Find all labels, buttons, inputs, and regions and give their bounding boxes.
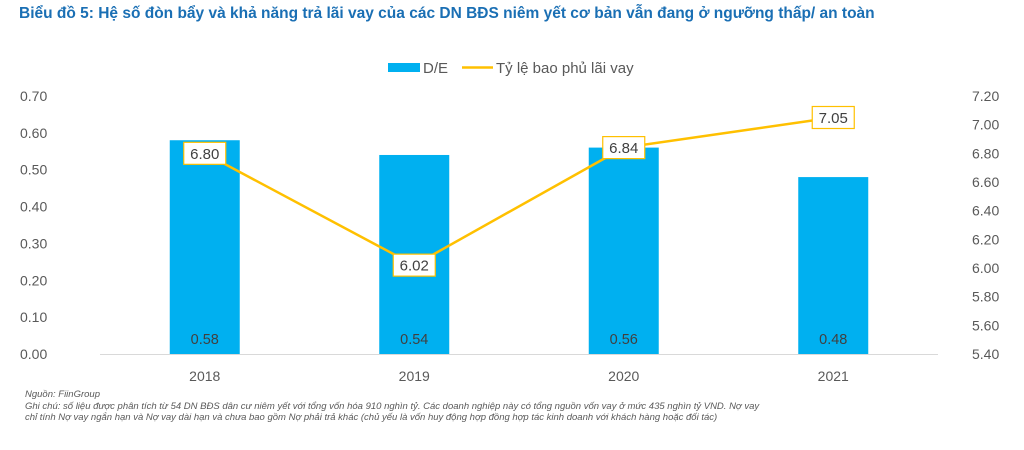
footnote-line-1: Ghi chú: số liệu được phân tích từ 54 DN… [25,400,760,412]
left-axis-tick-label: 0.60 [20,125,47,141]
line-data-label: 6.02 [400,258,429,275]
bar-de-2020 [588,147,659,354]
right-axis-tick-label: 7.20 [972,88,999,104]
right-axis-tick-label: 6.80 [972,145,999,161]
left-axis-tick-label: 0.40 [20,199,47,215]
bar-de-2021 [798,177,869,354]
legend-label-coverage: Tỷ lệ bao phủ lãi vay [496,60,634,77]
right-axis-tick-label: 6.00 [972,260,999,276]
bar-data-label: 0.48 [819,332,847,348]
line-data-label-box [602,136,646,160]
left-axis-tick-label: 0.20 [20,272,47,288]
right-axis-tick-label: 6.60 [972,174,999,190]
line-data-label-box [183,141,227,165]
bar-de-2018 [169,140,240,354]
left-axis-tick-label: 0.50 [20,162,47,178]
left-y-axis: 0.00 0.10 0.20 0.30 0.40 0.50 0.60 0.70 [20,88,47,362]
legend-swatch-de [388,63,420,72]
line-data-label: 6.80 [190,146,219,163]
legend-label-de: D/E [423,60,448,77]
left-axis-tick-label: 0.00 [20,346,47,362]
left-axis-tick-label: 0.10 [20,309,47,325]
line-data-label-box [811,105,855,130]
bar-data-label: 0.56 [610,332,638,348]
line-series-coverage: 6.80 6.02 6.84 7.05 [183,105,855,277]
legend: D/E Tỷ lệ bao phủ lãi vay [388,60,634,77]
right-axis-tick-label: 5.80 [972,289,999,305]
bar-series-de: 0.58 0.54 0.56 0.48 [169,140,869,354]
line-data-label-box [392,253,436,277]
right-axis-tick-label: 5.60 [972,317,999,333]
x-axis-tick-label: 2021 [818,368,849,384]
right-axis-tick-label: 6.40 [972,203,999,219]
line-data-label: 6.84 [609,140,638,157]
x-axis-tick-label: 2018 [189,368,220,384]
chart-notes: Nguồn: FiinGroup Ghi chú: số liệu được p… [25,389,759,424]
source-note: Nguồn: FiinGroup [25,389,100,400]
bar-data-label: 0.58 [191,332,219,348]
x-axis-tick-label: 2019 [399,368,430,384]
x-axis: 2018 2019 2020 2021 [189,368,849,384]
bar-data-label: 0.54 [400,332,428,348]
coverage-line [204,116,834,267]
right-y-axis: 5.40 5.60 5.80 6.00 6.20 6.40 6.60 6.80 7.00 7.20 [972,88,999,362]
right-axis-tick-label: 6.20 [972,231,999,247]
right-axis-tick-label: 5.40 [972,346,999,362]
left-axis-tick-label: 0.30 [20,235,47,251]
left-axis-tick-label: 0.70 [20,88,47,104]
chart-title: Biểu đồ 5: Hệ số đòn bẩy và khả năng trả… [19,5,875,22]
footnote-line-2: chỉ tính Nợ vay ngắn hạn và Nợ vay dài h… [25,412,718,423]
x-axis-tick-label: 2020 [608,368,639,384]
right-axis-tick-label: 7.00 [972,117,999,133]
line-data-label: 7.05 [819,110,848,127]
